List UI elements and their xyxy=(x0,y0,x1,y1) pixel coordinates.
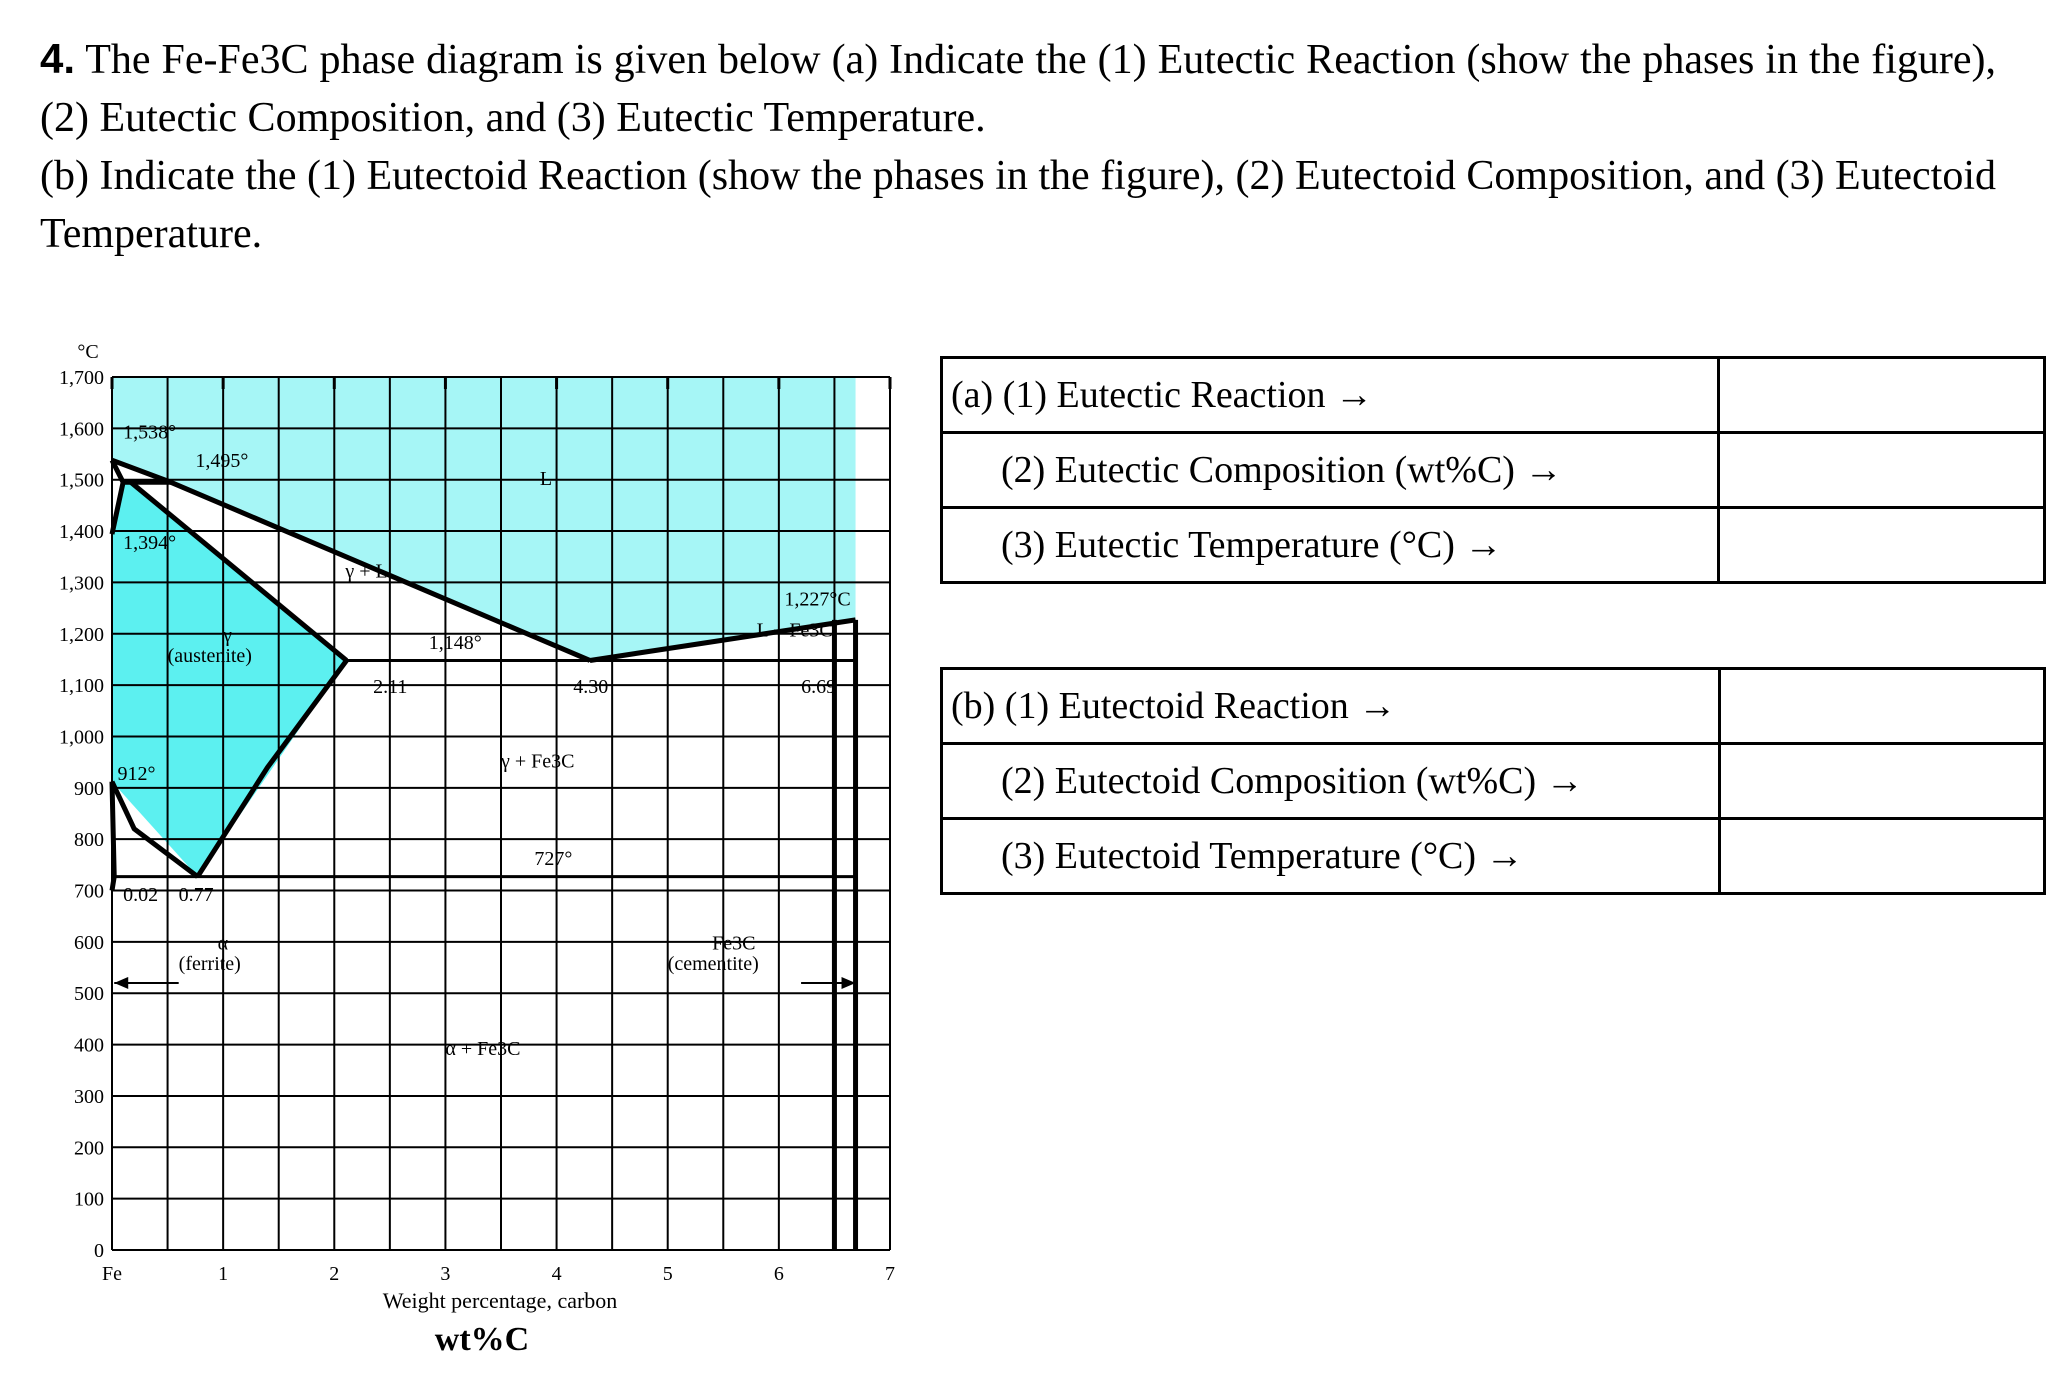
diagram-label: 1,394° xyxy=(123,532,176,554)
y-tick-label: 300 xyxy=(74,1086,104,1108)
diagram-label: γ + L xyxy=(344,560,387,582)
x-tick-label: 6 xyxy=(774,1263,784,1285)
table-row: (2) Eutectoid Composition (wt%C) → xyxy=(940,742,2046,820)
question-number: 4. xyxy=(40,35,76,82)
axis-ticks: Fe 1 2 3 4 5 6 7 0 100 200 300 400 500 600 700 800 900 1,0… xyxy=(59,367,895,1285)
y-tick-label: 200 xyxy=(74,1137,104,1159)
diagram-label: 727° xyxy=(534,848,572,870)
ferrite-arrow-head xyxy=(114,976,129,989)
diagram-label: L xyxy=(540,468,552,490)
eutectoid-reaction-label: (b) (1) Eutectoid Reaction → xyxy=(940,667,1721,745)
eutectoid-composition-label: (2) Eutectoid Composition (wt%C) → xyxy=(940,742,1721,820)
phase-regions xyxy=(112,377,856,877)
x-axis-label-short: wt%C xyxy=(435,1321,529,1358)
x-tick-label: 3 xyxy=(440,1263,450,1285)
phase-diagram: Fe 1 2 3 4 5 6 7 0 100 200 300 400 500 600 700 800 900 1,0… xyxy=(59,341,895,1358)
eutectic-composition-label: (2) Eutectic Composition (wt%C) → xyxy=(939,431,1721,509)
diagram-label: α xyxy=(218,933,229,955)
question-text: 4. The Fe-Fe3C phase diagram is given be… xyxy=(40,30,1996,263)
diagram-label: (cementite) xyxy=(668,953,759,975)
diagram-label: (austenite) xyxy=(168,645,252,667)
y-tick-label: 1,500 xyxy=(59,470,104,492)
liquid-region xyxy=(112,377,856,661)
y-tick-label: 1,700 xyxy=(59,367,104,389)
x-tick-label: 2 xyxy=(329,1263,339,1285)
austenite-region xyxy=(112,482,347,877)
y-tick-label: 500 xyxy=(74,983,104,1005)
eutectic-temperature-label: (3) Eutectic Temperature (°C) → xyxy=(939,506,1721,584)
alpha-solvus xyxy=(109,781,117,891)
diagram-label: 0.02 xyxy=(123,884,158,906)
x-tick-label: 7 xyxy=(885,1263,895,1285)
table-row: (3) Eutectoid Temperature (°C) → xyxy=(940,817,2046,895)
y-tick-label: 600 xyxy=(74,932,104,954)
y-tick-label: 1,200 xyxy=(59,624,104,646)
region-labels: 1,538° 1,495° L 1,394° γ + L 1,227°C L + Fe3C γ… xyxy=(118,422,851,1060)
eutectoid-temperature-answer-cell[interactable] xyxy=(1717,817,2046,895)
table-row: (2) Eutectic Composition (wt%C) → xyxy=(939,431,2046,509)
eutectic-reaction-answer-cell[interactable] xyxy=(1717,356,2046,434)
eutectic-temperature-answer-cell[interactable] xyxy=(1717,506,2046,584)
y-tick-label: 1,300 xyxy=(59,572,104,594)
x-axis-label: Weight percentage, carbon xyxy=(383,1288,618,1313)
x-tick-label: 4 xyxy=(552,1263,562,1285)
diagram-label: γ + Fe3C xyxy=(500,750,574,772)
eutectic-answer-table: (a) (1) Eutectic Reaction → (2) Eutectic… xyxy=(939,356,2046,584)
eutectoid-composition-answer-cell[interactable] xyxy=(1717,742,2046,820)
eutectoid-reaction-answer-cell[interactable] xyxy=(1717,667,2046,745)
x-tick-label: Fe xyxy=(102,1263,122,1285)
table-row: (b) (1) Eutectoid Reaction → xyxy=(940,667,2046,745)
y-tick-label: 700 xyxy=(74,881,104,903)
x-tick-label: 5 xyxy=(663,1263,673,1285)
y-tick-label: 1,400 xyxy=(59,521,104,543)
grid xyxy=(111,376,891,1251)
diagram-label: L + Fe3C xyxy=(757,619,833,641)
diagram-label: γ xyxy=(222,624,232,646)
table-row: (a) (1) Eutectic Reaction → xyxy=(939,356,2046,434)
x-tick-label: 1 xyxy=(218,1263,228,1285)
a3-line xyxy=(109,780,200,879)
acm-line xyxy=(195,658,349,879)
diagram-label: 4.30 xyxy=(573,676,608,698)
diagram-label: α + Fe3C xyxy=(445,1038,520,1060)
eutectic-composition-answer-cell[interactable] xyxy=(1717,431,2046,509)
diagram-label: 1,538° xyxy=(123,422,176,444)
question-part-a: 4. The Fe-Fe3C phase diagram is given be… xyxy=(40,30,1996,147)
diagram-label: 1,495° xyxy=(195,450,248,472)
eutectic-reaction-label: (a) (1) Eutectic Reaction → xyxy=(939,356,1721,434)
y-tick-label: 100 xyxy=(74,1189,104,1211)
y-tick-label: 1,600 xyxy=(59,418,104,440)
table-row: (3) Eutectic Temperature (°C) → xyxy=(939,506,2046,584)
y-tick-label: 800 xyxy=(74,829,104,851)
solidus xyxy=(129,480,349,663)
y-tick-label: 0 xyxy=(94,1240,104,1262)
diagram-label: (ferrite) xyxy=(179,953,241,975)
diagram-label: 1,148° xyxy=(429,632,482,654)
diagram-label: 0.77 xyxy=(179,884,214,906)
diagram-label: 2.11 xyxy=(373,676,407,698)
question-line-a: The Fe-Fe3C phase diagram is given below… xyxy=(40,37,1996,141)
y-tick-label: 1,000 xyxy=(59,726,104,748)
diagram-label: Fe3C xyxy=(712,933,755,955)
phase-boundaries xyxy=(109,457,859,1250)
y-tick-label: 900 xyxy=(74,778,104,800)
liquidus-right xyxy=(589,617,856,663)
diagram-label: 912° xyxy=(118,763,156,785)
eutectoid-temperature-label: (3) Eutectoid Temperature (°C) → xyxy=(940,817,1721,895)
diagram-label: 1,227°C xyxy=(784,589,850,611)
y-tick-label: 400 xyxy=(74,1035,104,1057)
question-line-b: (b) Indicate the (1) Eutectoid Reaction … xyxy=(40,153,1996,257)
y-tick-label: 1,100 xyxy=(59,675,104,697)
cementite-arrow-head xyxy=(841,976,856,989)
diagram-label: 6.69 xyxy=(801,676,836,698)
eutectoid-answer-table: (b) (1) Eutectoid Reaction → (2) Eutecto… xyxy=(940,667,2046,895)
y-unit-label: °C xyxy=(77,341,98,363)
